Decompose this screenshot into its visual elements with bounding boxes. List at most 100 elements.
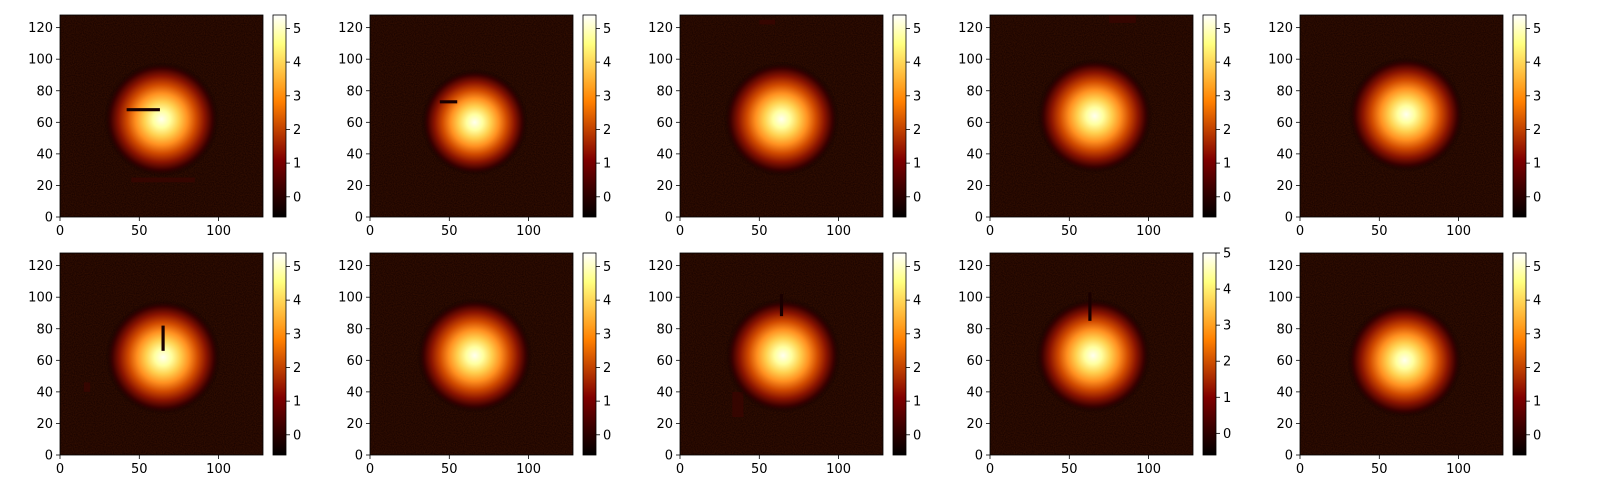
- y-tick-label: 0: [45, 449, 53, 464]
- x-tick-label: 100: [826, 462, 851, 477]
- y-tick-label: 20: [966, 417, 983, 432]
- y-tick-label: 0: [45, 211, 53, 226]
- colorbar-tick-label: 4: [603, 294, 611, 309]
- y-tick-label: 0: [665, 211, 673, 226]
- colorbar-tick-label: 1: [1223, 391, 1231, 406]
- y-tick-label: 60: [656, 354, 673, 369]
- colorbar-tick-label: 1: [913, 395, 921, 410]
- colorbar: [892, 252, 907, 456]
- heatmap-image: [60, 253, 263, 455]
- colorbar-tick-label: 1: [1223, 157, 1231, 172]
- colorbar-tick-label: 2: [913, 361, 921, 376]
- axes-frame: [679, 252, 884, 456]
- x-tick-label: 0: [56, 462, 64, 477]
- y-tick-label: 40: [1276, 385, 1293, 400]
- heatmap-patch: [732, 391, 744, 418]
- y-tick-label: 100: [28, 291, 53, 306]
- y-tick-label: 100: [648, 53, 673, 68]
- y-tick-label: 20: [346, 417, 363, 432]
- colorbar-tick-label: 5: [603, 260, 611, 275]
- colorbar-tick-label: 0: [293, 190, 301, 205]
- y-tick-label: 120: [648, 259, 673, 274]
- colorbar-tick-label: 0: [1223, 190, 1231, 205]
- colorbar-tick-label: 1: [913, 157, 921, 172]
- heatmap-blob: [723, 61, 840, 177]
- colorbar-tick-label: 3: [1223, 89, 1231, 104]
- y-tick-label: 20: [1276, 179, 1293, 194]
- colorbar-tick-label: 4: [1223, 56, 1231, 71]
- colorbar-tick-label: 0: [913, 428, 921, 443]
- heatmap-image: [680, 15, 883, 217]
- heatmap-image: [990, 253, 1193, 455]
- y-tick-label: 60: [346, 354, 363, 369]
- colorbar: [1512, 14, 1527, 218]
- x-tick-label: 50: [751, 224, 768, 239]
- colorbar-tick-label: 5: [1223, 247, 1231, 262]
- colorbar-tick-label: 0: [603, 190, 611, 205]
- y-tick-label: 0: [665, 449, 673, 464]
- colorbar-tick-label: 3: [913, 89, 921, 104]
- y-tick-label: 40: [1276, 147, 1293, 162]
- y-tick-label: 20: [966, 179, 983, 194]
- heatmap-image: [1300, 253, 1503, 455]
- x-tick-label: 50: [441, 224, 458, 239]
- x-tick-label: 50: [1061, 224, 1078, 239]
- heatmap-panel: 0 50 100 0 20 40 60 80 100 120 0 1 2 3 4 5: [28, 252, 301, 477]
- colorbar-tick-label: 1: [603, 157, 611, 172]
- colorbar-tick-label: 1: [603, 395, 611, 410]
- colorbar-tick-label: 4: [293, 294, 301, 309]
- y-tick-label: 60: [346, 116, 363, 131]
- x-tick-label: 100: [1136, 462, 1161, 477]
- y-tick-label: 20: [1276, 417, 1293, 432]
- y-tick-label: 40: [656, 147, 673, 162]
- heatmap-image: [370, 253, 573, 455]
- colorbar-tick-label: 5: [1533, 260, 1541, 275]
- x-tick-label: 50: [1061, 462, 1078, 477]
- axes-frame: [369, 14, 574, 218]
- axes-frame: [59, 252, 264, 456]
- y-tick-label: 60: [966, 116, 983, 131]
- y-tick-label: 20: [656, 417, 673, 432]
- x-tick-label: 100: [1446, 462, 1471, 477]
- x-tick-label: 50: [751, 462, 768, 477]
- colorbar-tick-label: 0: [1533, 428, 1541, 443]
- colorbar-tick-label: 3: [1223, 319, 1231, 334]
- y-tick-label: 0: [355, 211, 363, 226]
- y-tick-label: 120: [648, 21, 673, 36]
- heatmap-panel: 0 50 100 0 20 40 60 80 100 120 0 1 2 3 4 5: [1268, 252, 1541, 477]
- heatmap-image: [60, 15, 263, 217]
- colorbar-tick-label: 3: [1533, 89, 1541, 104]
- y-tick-label: 0: [1285, 211, 1293, 226]
- x-tick-label: 100: [206, 224, 231, 239]
- colorbar-tick-label: 4: [1533, 294, 1541, 309]
- colorbar-tick-label: 4: [913, 294, 921, 309]
- y-tick-label: 0: [355, 449, 363, 464]
- colorbar-tick-label: 2: [1533, 361, 1541, 376]
- colorbar-tick-label: 4: [603, 56, 611, 71]
- y-tick-label: 80: [1276, 322, 1293, 337]
- y-tick-label: 100: [338, 53, 363, 68]
- axes-frame: [989, 14, 1194, 218]
- colorbar: [582, 14, 597, 218]
- y-tick-label: 60: [36, 116, 53, 131]
- x-tick-label: 50: [441, 462, 458, 477]
- y-tick-label: 80: [346, 84, 363, 99]
- y-tick-label: 120: [28, 21, 53, 36]
- colorbar-tick-label: 2: [1223, 123, 1231, 138]
- y-tick-label: 80: [656, 84, 673, 99]
- y-tick-label: 60: [966, 354, 983, 369]
- x-tick-label: 0: [366, 224, 374, 239]
- colorbar-tick-label: 3: [293, 89, 301, 104]
- y-tick-label: 60: [656, 116, 673, 131]
- colorbar-tick-label: 2: [293, 123, 301, 138]
- heatmap-panel: 0 50 100 0 20 40 60 80 100 120 0 1 2 3 4 5: [1268, 14, 1541, 239]
- y-tick-label: 80: [966, 84, 983, 99]
- colorbar-tick-label: 3: [913, 327, 921, 342]
- colorbar-tick-label: 3: [1533, 327, 1541, 342]
- y-tick-label: 60: [36, 354, 53, 369]
- y-tick-label: 40: [346, 385, 363, 400]
- colorbar: [1202, 252, 1217, 456]
- colorbar-tick-label: 5: [1223, 22, 1231, 37]
